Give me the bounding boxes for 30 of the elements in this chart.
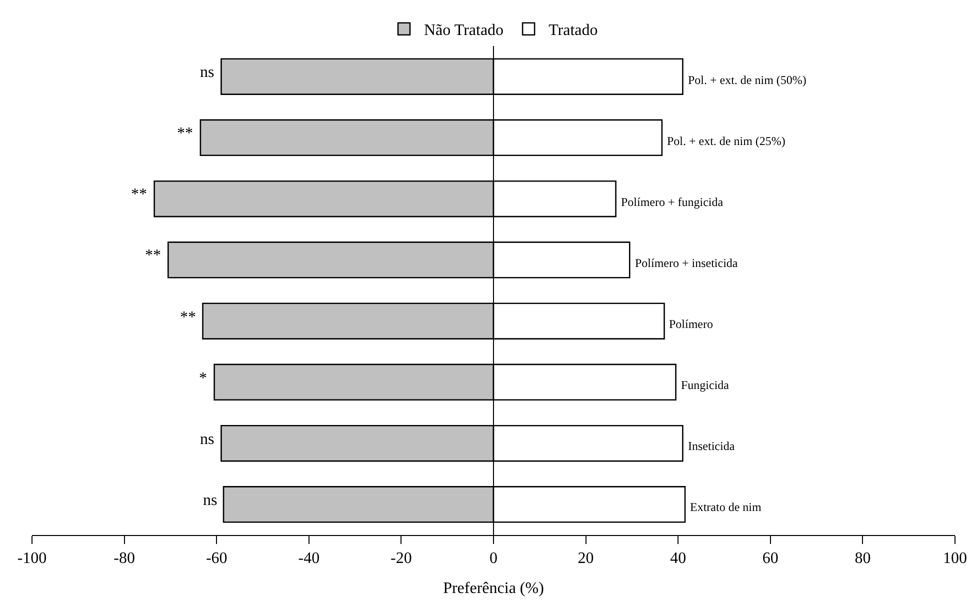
annotation: ** — [177, 125, 193, 142]
annotation: ** — [145, 247, 161, 264]
x-axis-title: Preferência (%) — [443, 580, 544, 597]
annotation: ** — [131, 186, 147, 203]
x-tick-label: 0 — [490, 550, 498, 568]
y-tick-label: Polímero + inseticida — [635, 256, 738, 270]
annotation: ns — [200, 431, 214, 448]
x-tick-label: 80 — [854, 550, 871, 568]
legend-label: Não Tratado — [424, 22, 504, 40]
annotation: ns — [200, 64, 214, 81]
y-tick-label: Inseticida — [688, 439, 736, 453]
y-tick-label: Fungicida — [681, 378, 730, 392]
y-tick-label: Pol. + ext. de nim (25%) — [667, 134, 786, 148]
x-tick-label: 20 — [578, 550, 594, 568]
annotation: ** — [180, 309, 196, 326]
y-tick-label: Pol. + ext. de nim (50%) — [688, 73, 806, 87]
x-tick-label: -40 — [298, 550, 320, 568]
legend-label: Tratado — [548, 22, 598, 40]
x-tick-label: -20 — [390, 550, 412, 568]
x-tick-label: -100 — [17, 550, 47, 568]
y-tick-label: Polímero — [669, 317, 713, 331]
x-tick-label: -80 — [114, 550, 135, 568]
x-tick-label: -60 — [206, 550, 228, 568]
x-tick-label: 100 — [943, 550, 967, 568]
y-tick-label: Polímero + fungicida — [621, 195, 724, 209]
y-tick-label: Extrato de nim — [690, 500, 762, 514]
x-tick-label: 40 — [670, 550, 686, 568]
annotation: ns — [203, 492, 218, 509]
x-tick-label: 60 — [762, 550, 778, 568]
annotation: * — [199, 370, 207, 387]
